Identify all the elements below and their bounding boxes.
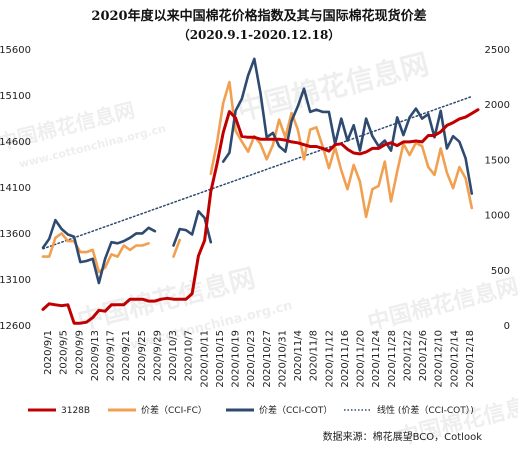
legend-label-trend: 线性 (价差（CCI-COT）) bbox=[377, 404, 474, 416]
y-right-tick-label: 500 bbox=[491, 266, 510, 277]
x-tick-label: 2020/11/8 bbox=[309, 330, 320, 381]
series-layer bbox=[41, 57, 480, 325]
series-line-0 bbox=[41, 108, 480, 325]
series-line-2 bbox=[41, 57, 474, 285]
chart-title: 2020年度以来中国棉花价格指数及其与国际棉花现货价差 bbox=[91, 8, 426, 24]
y-left-tick-label: 14100 bbox=[0, 183, 31, 194]
x-tick-label: 2020/9/1 bbox=[43, 330, 54, 375]
series-line-3 bbox=[42, 95, 473, 250]
x-tick-label: 2020/9/9 bbox=[74, 330, 85, 375]
x-tick-label: 2020/10/27 bbox=[262, 330, 273, 388]
x-axis-ticks: 2020/9/1 2020/9/5 2020/9/9 2020/9/13 2020/9/… bbox=[43, 330, 476, 388]
x-tick-label: 2020/11/4 bbox=[293, 330, 304, 381]
y-right-tick-label: 2500 bbox=[485, 45, 510, 56]
x-tick-label: 2020/12/2 bbox=[402, 330, 413, 381]
x-tick-label: 2020/12/6 bbox=[418, 330, 429, 381]
y-right-tick-label: 1000 bbox=[485, 211, 510, 222]
x-tick-label: 2020/10/31 bbox=[277, 330, 288, 388]
y-left-tick-label: 15100 bbox=[0, 91, 31, 102]
y-left-tick-label: 13100 bbox=[0, 275, 31, 286]
x-tick-label: 2020/10/19 bbox=[231, 330, 242, 388]
legend: 3128B 价差（CCI-FC） 价差（CCI-COT） 线性 (价差（CCI-… bbox=[28, 404, 474, 416]
right-axis-ticks: 0 500 1000 1500 2000 2500 bbox=[485, 45, 510, 332]
x-tick-label: 2020/11/20 bbox=[356, 330, 367, 388]
y-left-tick-label: 15600 bbox=[0, 45, 31, 56]
watermark-text: 中国棉花信息网 bbox=[365, 273, 518, 335]
x-tick-label: 2020/12/18 bbox=[465, 330, 476, 388]
x-tick-label: 2020/11/28 bbox=[387, 330, 398, 388]
y-right-tick-label: 1500 bbox=[485, 155, 510, 166]
legend-label-cci-fc: 价差（CCI-FC） bbox=[141, 404, 207, 416]
x-tick-label: 2020/11/12 bbox=[324, 330, 335, 388]
y-right-tick-label: 2000 bbox=[485, 100, 510, 111]
x-tick-label: 2020/11/16 bbox=[340, 330, 351, 388]
y-left-tick-label: 14600 bbox=[0, 137, 31, 148]
x-tick-label: 2020/9/5 bbox=[59, 330, 70, 375]
x-tick-label: 2020/11/24 bbox=[371, 330, 382, 388]
y-left-tick-label: 12600 bbox=[0, 321, 31, 332]
x-tick-label: 2020/10/11 bbox=[199, 330, 210, 388]
left-axis-ticks: 12600 13100 13600 14100 14600 15100 15600 bbox=[0, 45, 31, 332]
x-tick-label: 2020/10/23 bbox=[246, 330, 257, 388]
legend-label-cci-cot: 价差（CCI-COT） bbox=[259, 404, 332, 416]
x-tick-label: 2020/9/13 bbox=[90, 330, 101, 381]
chart-subtitle: （2020.9.1-2020.12.18） bbox=[178, 27, 341, 42]
x-tick-label: 2020/10/15 bbox=[215, 330, 226, 388]
x-tick-label: 2020/9/21 bbox=[121, 330, 132, 381]
x-tick-label: 2020/9/25 bbox=[137, 330, 148, 381]
x-tick-label: 2020/9/17 bbox=[106, 330, 117, 381]
y-left-tick-label: 13600 bbox=[0, 229, 31, 240]
x-tick-label: 2020/9/29 bbox=[152, 330, 163, 381]
source-note: 数据来源：棉花展望BCO，Cotlook bbox=[323, 430, 483, 443]
x-tick-label: 2020/10/7 bbox=[184, 330, 195, 381]
legend-label-3128b: 3128B bbox=[61, 406, 90, 416]
y-right-tick-label: 0 bbox=[504, 321, 510, 332]
x-tick-label: 2020/12/10 bbox=[434, 330, 445, 388]
x-tick-label: 2020/12/14 bbox=[449, 330, 460, 388]
x-tick-label: 2020/10/3 bbox=[168, 330, 179, 381]
